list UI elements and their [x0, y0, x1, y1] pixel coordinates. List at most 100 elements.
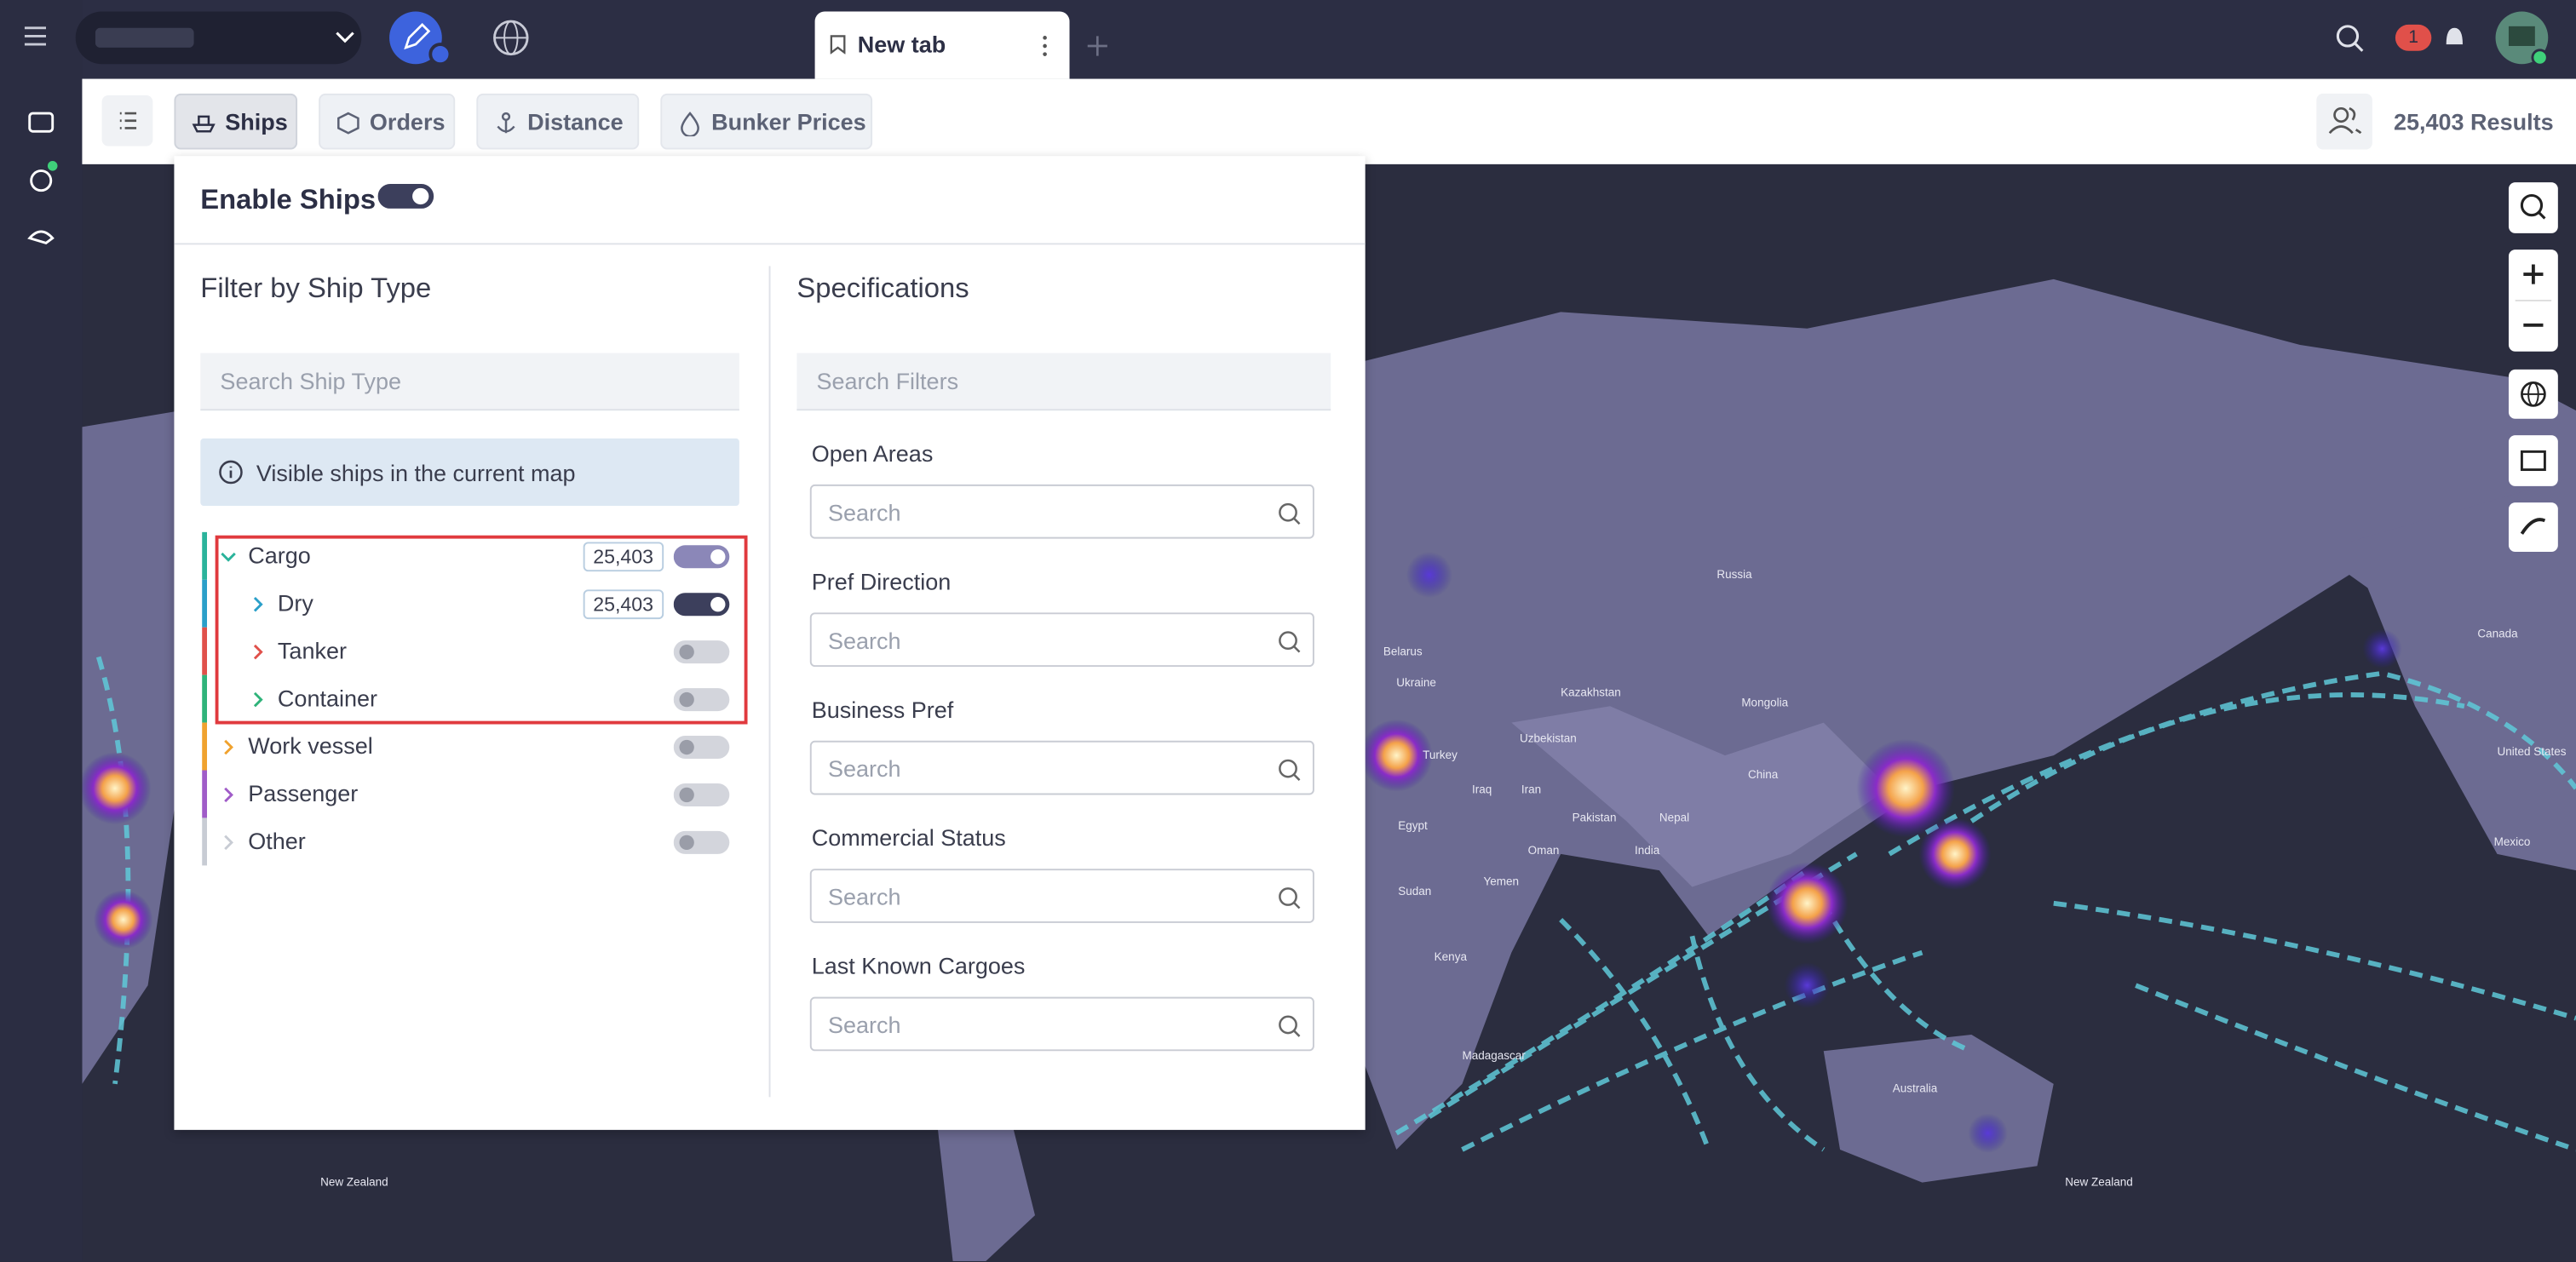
type-toggle[interactable] [673, 543, 733, 570]
type-toggle[interactable] [673, 686, 733, 713]
filter-placeholder: Search [828, 626, 901, 653]
filter-input[interactable]: Search [809, 996, 1314, 1052]
expand-chevron[interactable] [220, 787, 236, 803]
filter-input[interactable]: Search [809, 740, 1314, 795]
map-label: Australia [1892, 1083, 1938, 1096]
measure-button[interactable] [2508, 502, 2558, 553]
filter-placeholder: Search [828, 882, 901, 909]
map-label: Mongolia [1741, 697, 1789, 710]
type-label: Dry [277, 589, 313, 617]
workspace-dropdown[interactable] [75, 11, 362, 65]
type-toggle[interactable] [673, 734, 733, 760]
map-label: China [1748, 770, 1779, 783]
avatar[interactable] [2494, 10, 2553, 69]
type-toggle[interactable] [673, 829, 733, 856]
sidebar [0, 0, 83, 1262]
new-tab-button[interactable] [1084, 33, 1111, 60]
list-toggle[interactable] [101, 95, 153, 146]
type-count: 25,403 [583, 589, 664, 620]
map-label: Canada [2477, 628, 2518, 641]
ship-type-row[interactable]: Dry 25,403 [200, 579, 742, 628]
edit-button[interactable] [388, 10, 453, 69]
ship-type-row[interactable]: Container [200, 674, 742, 723]
filter-label: Open Areas [811, 439, 934, 467]
filter-label: Business Pref [811, 696, 954, 723]
filter-input[interactable]: Search [809, 484, 1314, 539]
filters-search[interactable]: Search Filters [796, 353, 1331, 411]
browser-tab[interactable]: New tab [814, 11, 1070, 79]
ship-type-row[interactable]: Passenger [200, 770, 742, 818]
map-label: Ukraine [1396, 678, 1436, 691]
filter-label: Pref Direction [811, 568, 952, 595]
map-label: Sudan [1398, 886, 1432, 898]
ship-type-search[interactable]: Search Ship Type [200, 353, 739, 411]
expand-chevron[interactable] [250, 644, 266, 660]
expand-chevron[interactable] [220, 835, 236, 851]
globe-icon[interactable] [492, 18, 531, 57]
filter-label: Last Known Cargoes [811, 952, 1026, 979]
map-label: New Zealand [320, 1177, 388, 1190]
filter-input[interactable]: Search [809, 612, 1314, 668]
map-label: Pakistan [1572, 812, 1617, 825]
type-toggle[interactable] [673, 591, 733, 617]
filter-title: Filter by Ship Type [200, 272, 432, 304]
map-label: Iraq [1472, 784, 1492, 797]
bell-icon[interactable] [2441, 23, 2468, 53]
ship-type-row[interactable]: Other [200, 817, 742, 866]
users-button[interactable] [2316, 93, 2372, 150]
type-label: Other [248, 828, 306, 854]
type-count: 25,403 [583, 542, 664, 572]
map-search-button[interactable] [2508, 182, 2558, 233]
map-label: Kazakhstan [1561, 688, 1621, 700]
ship-type-row[interactable]: Tanker [200, 627, 742, 675]
map-label: New Zealand [2065, 1177, 2133, 1190]
globe-button[interactable] [2508, 369, 2558, 419]
type-toggle[interactable] [673, 639, 733, 665]
ship-type-row[interactable]: Work vessel [200, 722, 742, 771]
filter-label: Commercial Status [811, 824, 1006, 852]
type-label: Work vessel [248, 732, 373, 760]
zoom-control[interactable] [2508, 250, 2558, 352]
ship-type-row[interactable]: Cargo 25,403 [200, 531, 742, 580]
divider [174, 243, 1366, 245]
type-label: Tanker [277, 637, 347, 664]
expand-chevron[interactable] [250, 691, 266, 708]
nav-tab[interactable]: Bunker Prices [660, 93, 873, 150]
specs-title: Specifications [796, 272, 969, 304]
nav-tab[interactable]: Orders [319, 93, 456, 150]
filter-panel: Enable Ships Filter by Ship Type Search … [174, 156, 1366, 1130]
map-label: Mexico [2493, 837, 2531, 850]
filter-input[interactable]: Search [809, 869, 1314, 923]
nav-tab[interactable]: Ships [174, 93, 298, 150]
type-label: Container [277, 685, 378, 712]
route-button[interactable] [2508, 435, 2558, 486]
nav-tab[interactable]: Distance [476, 93, 640, 150]
map-label: United States [2497, 747, 2567, 760]
notification-badge: 1 [2395, 24, 2432, 51]
map-label: Iran [1521, 784, 1542, 797]
filter-placeholder: Search [828, 754, 901, 782]
expand-chevron[interactable] [250, 596, 266, 612]
nav-tab-label: Ships [225, 108, 288, 135]
enable-toggle[interactable] [377, 182, 437, 212]
map-label: Kenya [1434, 952, 1467, 965]
expand-chevron[interactable] [220, 739, 236, 755]
type-color-bar [202, 579, 208, 628]
toolbar [82, 78, 2576, 164]
type-color-bar [202, 674, 208, 723]
info-box: Visible ships in the current map [200, 438, 739, 507]
nav-tab-label: Bunker Prices [711, 108, 866, 135]
map-label: Yemen [1483, 876, 1520, 889]
map-label: Belarus [1383, 646, 1423, 659]
search-icon[interactable] [2335, 23, 2368, 56]
type-color-bar [202, 627, 208, 675]
type-toggle[interactable] [673, 782, 733, 808]
expand-chevron[interactable] [220, 548, 236, 565]
type-color-bar [202, 722, 208, 771]
map-label: Oman [1527, 846, 1560, 858]
map-label: Nepal [1659, 812, 1690, 825]
filter-placeholder: Search [828, 1011, 901, 1037]
type-label: Passenger [248, 780, 359, 806]
